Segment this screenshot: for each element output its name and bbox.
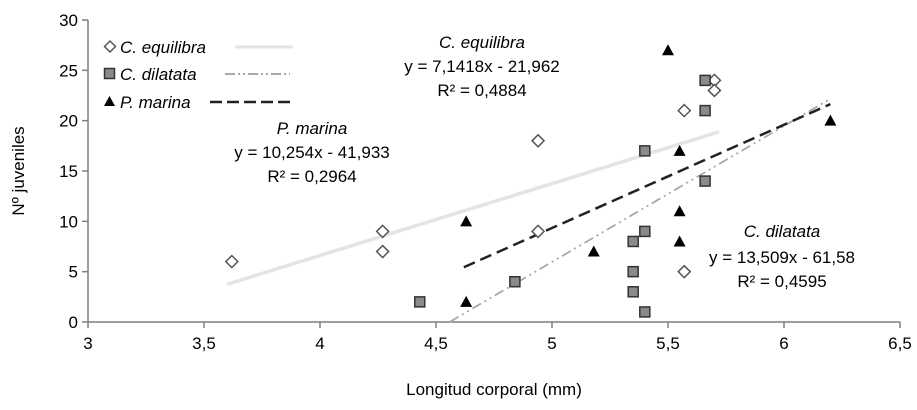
- point-series-2: [587, 245, 600, 257]
- annotation-c-dilatata: C. dilatata y = 13,509x - 61,58 R² = 0,4…: [709, 222, 855, 291]
- x-axis-title: Longitud corporal (mm): [406, 380, 582, 399]
- point-series-1: [699, 175, 711, 187]
- annotation-c-dilatata-r2: R² = 0,4595: [737, 272, 826, 291]
- point-series-1: [699, 104, 711, 117]
- point-series-0: [677, 103, 692, 118]
- y-tick-label: 15: [59, 162, 78, 181]
- x-tick-label: 5,5: [656, 334, 680, 353]
- legend-entry-p-marina: P. marina: [104, 93, 290, 112]
- point-series-2: [662, 44, 674, 56]
- x-tick-label: 3,5: [192, 334, 216, 353]
- point-series-1: [627, 235, 639, 248]
- x-tick-label: 6,5: [888, 334, 912, 353]
- point-series-1: [627, 265, 639, 278]
- data-points: [224, 44, 837, 318]
- y-axis-title: Nº juveniles: [9, 126, 28, 215]
- point-series-2: [460, 215, 473, 227]
- point-series-1: [639, 145, 651, 157]
- x-tick-label: 6: [779, 334, 788, 353]
- legend-entry-c-equilibra: C. equilibra: [103, 38, 293, 57]
- annotation-c-equilibra-equation: y = 7,1418x - 21,962: [404, 57, 559, 76]
- annotation-p-marina: P. marina y = 10,254x - 41,933 R² = 0,29…: [234, 119, 389, 186]
- y-tick-label: 20: [59, 112, 78, 131]
- point-series-0: [707, 83, 722, 98]
- point-series-0: [531, 224, 546, 239]
- point-series-2: [460, 295, 473, 307]
- x-tick-label: 4,5: [424, 334, 448, 353]
- point-series-1: [639, 225, 651, 238]
- legend-label-p-marina: P. marina: [120, 93, 191, 112]
- annotation-p-marina-title: P. marina: [277, 119, 348, 138]
- legend-marker-c-dilatata: [103, 67, 116, 80]
- y-tick-label: 5: [69, 263, 78, 282]
- annotation-p-marina-r2: R² = 0,2964: [267, 167, 356, 186]
- trendline-2: [463, 102, 831, 269]
- legend-entry-c-dilatata: C. dilatata: [103, 65, 290, 84]
- annotation-c-equilibra-title: C. equilibra: [439, 33, 525, 52]
- trendline-0: [226, 130, 720, 286]
- point-series-1: [414, 296, 426, 308]
- point-series-2: [673, 235, 686, 247]
- point-series-0: [531, 133, 546, 148]
- legend-label-c-dilatata: C. dilatata: [120, 65, 197, 84]
- tick-labels: 3 3,5 4 4,5 5 5,5 6 6,5 0 5 10 15 20 25 30: [59, 11, 912, 353]
- x-tick-label: 4: [315, 334, 324, 353]
- point-series-0: [677, 264, 692, 279]
- point-series-1: [639, 306, 651, 318]
- point-series-1: [699, 74, 711, 87]
- legend-marker-c-equilibra: [103, 39, 117, 54]
- annotation-c-dilatata-equation: y = 13,509x - 61,58: [709, 248, 855, 267]
- x-tick-label: 3: [83, 334, 92, 353]
- y-tick-label: 10: [59, 212, 78, 231]
- point-series-2: [673, 205, 686, 217]
- point-series-2: [673, 144, 686, 156]
- point-series-1: [509, 275, 521, 288]
- x-tick-label: 5: [547, 334, 556, 353]
- point-series-0: [375, 224, 390, 239]
- point-series-1: [627, 286, 639, 298]
- y-tick-label: 25: [59, 61, 78, 80]
- ticks: [82, 19, 901, 328]
- point-series-2: [824, 114, 837, 126]
- annotation-c-equilibra: C. equilibra y = 7,1418x - 21,962 R² = 0…: [404, 33, 559, 100]
- y-tick-label: 30: [59, 11, 78, 30]
- legend-label-c-equilibra: C. equilibra: [120, 38, 206, 57]
- annotation-c-dilatata-title: C. dilatata: [744, 222, 821, 241]
- annotation-p-marina-equation: y = 10,254x - 41,933: [234, 143, 389, 162]
- annotation-c-equilibra-r2: R² = 0,4884: [437, 81, 526, 100]
- point-series-0: [375, 244, 390, 259]
- point-series-0: [224, 254, 239, 269]
- y-tick-label: 0: [69, 313, 78, 332]
- legend-marker-p-marina: [104, 96, 115, 106]
- legend: C. equilibra C. dilatata P. marina: [103, 38, 293, 112]
